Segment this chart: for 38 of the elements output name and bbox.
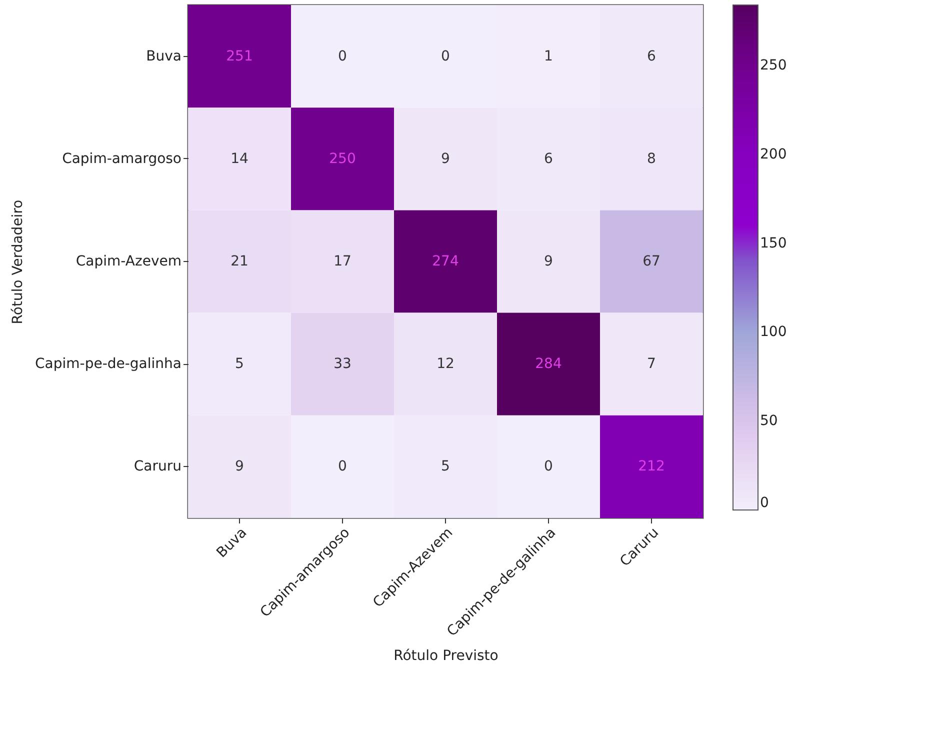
data-label: 251 — [226, 48, 253, 64]
data-label: 212 — [638, 458, 665, 475]
y-tick-label: Capim-pe-de-galinha — [35, 356, 182, 372]
y-tick-label: Capim-amargoso — [62, 150, 182, 167]
data-label: 12 — [436, 356, 454, 372]
data-label: 14 — [230, 150, 248, 167]
data-label: 67 — [642, 254, 660, 270]
y-tick-label: Capim-Azevem — [76, 254, 182, 270]
data-label: 7 — [647, 356, 656, 372]
data-label: 250 — [329, 150, 356, 167]
data-label: 5 — [235, 356, 244, 372]
data-label: 8 — [647, 150, 656, 167]
data-label: 0 — [338, 48, 347, 64]
y-axis-title: Rótulo Verdadeiro — [10, 200, 26, 324]
data-label: 284 — [535, 356, 562, 372]
data-label: 6 — [647, 48, 656, 64]
data-label: 21 — [230, 254, 248, 270]
color-bar-label: 200 — [760, 146, 787, 162]
y-tick-label: Buva — [146, 48, 182, 64]
data-label: 6 — [544, 150, 554, 167]
data-label: 274 — [432, 254, 459, 270]
color-bar-label: 100 — [760, 324, 787, 340]
x-axis-title: Rótulo Previsto — [394, 648, 498, 664]
y-tick-label: Caruru — [134, 458, 182, 475]
data-label: 17 — [334, 254, 352, 270]
data-label: 0 — [441, 48, 450, 64]
data-label: 9 — [544, 254, 553, 270]
data-label: 33 — [334, 356, 352, 372]
data-label: 1 — [544, 48, 553, 64]
color-bar-label: 150 — [760, 235, 787, 252]
data-label: 0 — [544, 458, 553, 475]
color-bar-label: 50 — [760, 413, 778, 430]
color-bar-label: 0 — [760, 495, 769, 511]
data-label: 5 — [441, 458, 450, 475]
data-label: 9 — [441, 150, 450, 167]
color-bar-label: 250 — [760, 57, 787, 74]
data-label: 0 — [338, 458, 347, 475]
data-label: 9 — [235, 458, 244, 475]
